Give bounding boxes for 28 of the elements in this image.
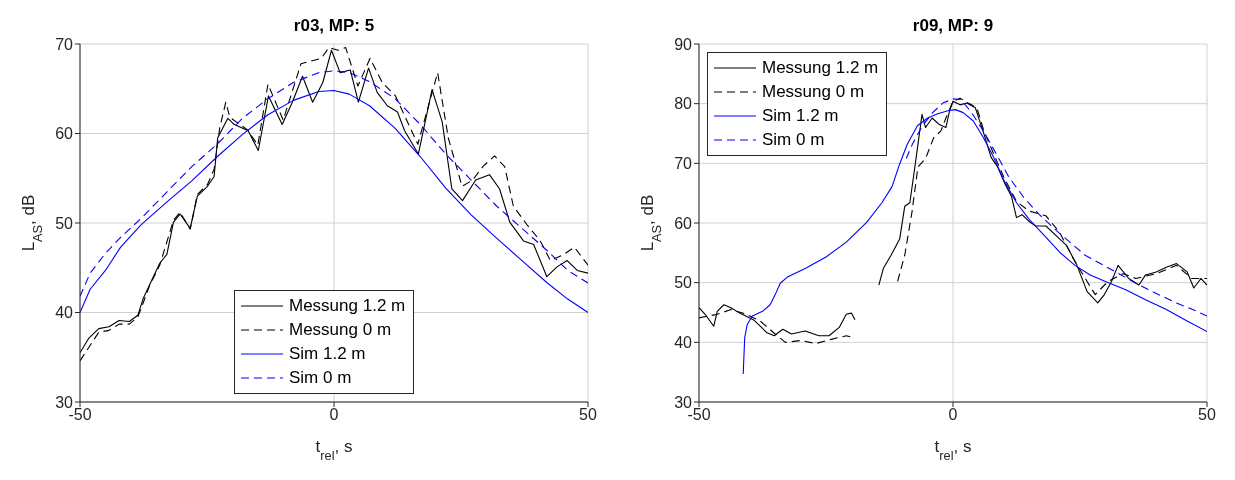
y-tick-label: 50 — [55, 214, 74, 232]
x-tick-label: 0 — [329, 406, 339, 424]
y-tick-label: 40 — [55, 304, 74, 322]
legend-label: Sim 0 m — [762, 130, 825, 150]
x-axis-title: t$_{rel}$, s — [934, 437, 972, 463]
x-tick-label: 50 — [1198, 406, 1216, 424]
legend-label: Messung 0 m — [289, 320, 392, 340]
legend-label: Sim 0 m — [289, 368, 352, 388]
y-tick-label: 60 — [55, 125, 74, 143]
y-tick-label: 80 — [674, 95, 693, 113]
y-tick-label: 50 — [674, 274, 693, 292]
legend-label: Messung 0 m — [762, 82, 865, 102]
legend-label: Sim 1.2 m — [289, 344, 366, 364]
y-tick-label: 90 — [674, 35, 693, 53]
legend-label: Sim 1.2 m — [762, 106, 839, 126]
chart-title: r09, MP: 9 — [911, 16, 995, 36]
x-tick-label: 50 — [579, 406, 597, 424]
y-tick-label: 30 — [55, 393, 74, 411]
legend-label: Messung 1.2 m — [289, 296, 406, 316]
y-tick-label: 70 — [55, 35, 74, 53]
y-tick-label: 60 — [674, 214, 693, 232]
chart-title: r03, MP: 5 — [292, 16, 376, 36]
x-tick-label: 0 — [948, 406, 958, 424]
x-axis-title: t$_{rel}$, s — [315, 437, 353, 463]
y-tick-label: 30 — [674, 393, 693, 411]
legend-label: Messung 1.2 m — [762, 58, 879, 78]
y-tick-label: 70 — [674, 155, 693, 173]
y-tick-label: 40 — [674, 334, 693, 352]
